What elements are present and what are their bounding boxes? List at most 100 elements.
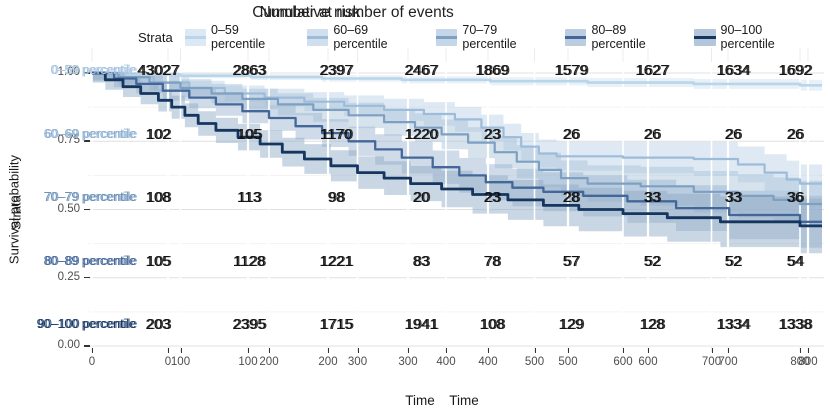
table-value-overprint: 26 — [564, 125, 581, 143]
table-value-overprint: 43027 — [138, 62, 181, 80]
x-axis-b-tick-label: 100 — [238, 356, 258, 368]
table-cell: 36 36 — [750, 189, 830, 206]
table-cell: 2397 2397 — [291, 62, 381, 79]
x-axis-a-tick-label: 700 — [701, 356, 722, 368]
table-value-print: 1128 — [232, 252, 266, 270]
x-axis-b-tick-mark — [248, 348, 250, 353]
table-value-overprint: 2397 — [320, 62, 355, 80]
table-cell: 26 26 — [607, 126, 697, 143]
table-value-print: 108 — [145, 189, 171, 206]
legend-key-line — [436, 35, 458, 39]
table-value-overprint: 60–69 percentile — [44, 126, 138, 141]
x-axis-b-tick-label: 200 — [318, 356, 338, 368]
table-value-print: 1220 — [404, 125, 438, 143]
table-cell: 102 102 — [113, 126, 203, 143]
table-value-print: 2467 — [404, 62, 438, 79]
table-cell: 23 23 — [447, 126, 537, 143]
table-value-print: 78 — [483, 252, 501, 270]
table-value-overprint: 1220 — [405, 125, 440, 143]
table-cell: 1579 1579 — [526, 62, 616, 79]
legend-item-80-89-: 80–89 percentile — [565, 23, 681, 51]
legend-item-60-69-: 60–69 percentile — [307, 23, 423, 51]
table-cell: 128 128 — [607, 316, 697, 333]
table-cell: 1715 1715 — [291, 316, 381, 333]
x-axis-b-tick-mark — [488, 348, 490, 353]
table-cell: 1334 1334 — [688, 316, 778, 333]
table-value-overprint: 105 — [146, 252, 172, 270]
x-axis-a-tick-mark — [800, 348, 802, 353]
survival-curve — [92, 71, 822, 206]
y-tick-mark — [84, 72, 90, 74]
table-cell: 129 129 — [526, 316, 616, 333]
table-cell: 98 98 — [291, 189, 381, 206]
x-axis-a-tick-label: 600 — [613, 356, 633, 368]
table-value-overprint: 2395 — [233, 316, 268, 334]
table-cell: 43027 43027 — [113, 62, 203, 79]
table-value-print: 26 — [643, 125, 661, 143]
legend-key-line — [694, 35, 716, 39]
x-axis-b-tick-mark — [648, 348, 650, 353]
table-cell: 26 26 — [750, 126, 830, 143]
table-cell: 113 113 — [204, 189, 294, 206]
table-cell: 52 52 — [688, 253, 778, 270]
legend-key-line — [565, 35, 587, 39]
table-value-overprint: 26 — [726, 125, 743, 143]
survival-curve — [92, 71, 822, 87]
table-cell: 1692 1692 — [750, 62, 830, 79]
x-axis-b-tick-mark — [808, 348, 810, 353]
legend-item-70-79-: 70–79 percentile — [436, 23, 552, 51]
table-value-print: 60–69 percentile — [43, 126, 136, 141]
y-tick-mark — [84, 208, 90, 211]
table-value-print: 1941 — [404, 316, 438, 333]
table-value-overprint: 23 — [485, 125, 502, 143]
table-value-print: 2395 — [232, 316, 266, 333]
table-value-overprint: 2863 — [233, 62, 268, 80]
legend-key-swatch — [565, 28, 587, 46]
table-value-overprint: 33 — [645, 189, 662, 207]
table-value-print: 54 — [786, 252, 804, 270]
table-cell: 2395 2395 — [204, 316, 294, 333]
table-value-overprint: 90–100 percentile — [38, 317, 138, 332]
table-cell: 105 105 — [113, 253, 203, 270]
table-value-overprint: 33 — [726, 189, 743, 207]
table-value-overprint: 23 — [485, 189, 502, 207]
x-axis-b-tick-label: 400 — [478, 356, 498, 368]
table-value-overprint: 1579 — [555, 62, 590, 80]
table-value-overprint: 1634 — [717, 62, 752, 80]
table-value-overprint: 83 — [414, 252, 431, 270]
x-axis-a-tick-label: 400 — [436, 356, 456, 368]
table-value-overprint: 1338 — [779, 316, 814, 334]
confidence-ribbon — [92, 73, 822, 203]
legend-key-swatch — [307, 28, 329, 46]
table-value-overprint: 36 — [788, 189, 805, 207]
legend-item-label: 0–59 percentile — [211, 23, 266, 51]
table-cell: 2467 2467 — [376, 62, 466, 79]
table-value-overprint: 98 — [329, 189, 346, 207]
table-value-print: 52 — [724, 252, 742, 270]
table-cell: 1221 1221 — [291, 253, 381, 270]
table-value-overprint: 52 — [726, 252, 743, 270]
legend-item-90-100-: 90–100 percentile — [694, 23, 817, 51]
confidence-ribbon — [92, 73, 822, 254]
confidence-ribbon — [92, 73, 822, 228]
table-value-print: 1221 — [319, 252, 353, 270]
y-tick-label: 0.75 — [57, 134, 80, 147]
table-cell: 105 105 — [204, 126, 294, 143]
table-value-overprint: 105 — [237, 125, 263, 143]
x-axis-a-tick-mark — [180, 348, 182, 353]
table-value-print: 20 — [412, 189, 430, 206]
table-value-overprint: 52 — [645, 252, 662, 270]
events-table-title: Cumulative number of events — [252, 4, 454, 21]
table-value-print: 1634 — [716, 62, 750, 79]
table-value-print: 36 — [786, 189, 804, 206]
table-cell: 52 52 — [607, 253, 697, 270]
table-value-print: 0–59 percentile — [50, 63, 136, 77]
stratum-label: 60–69 percentile 60–69 percentile — [8, 126, 138, 141]
x-axis-b-tick-label: 600 — [638, 356, 658, 368]
table-value-overprint: 80–89 percentile — [44, 253, 138, 268]
table-value-overprint: 108 — [480, 316, 506, 334]
table-value-overprint: 1627 — [636, 62, 671, 80]
table-cell: 78 78 — [447, 253, 537, 270]
table-value-overprint: 70–79 percentile — [44, 190, 138, 205]
table-value-print: 23 — [483, 125, 501, 143]
